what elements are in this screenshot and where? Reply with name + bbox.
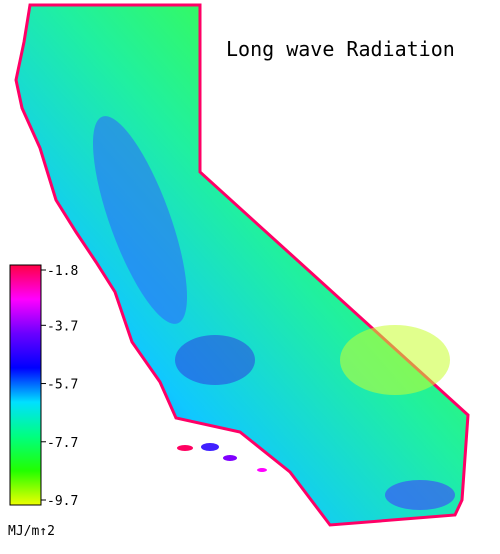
colorbar-tick-label: -7.7 xyxy=(47,436,78,451)
island xyxy=(177,445,193,451)
basin-region xyxy=(175,335,255,385)
island xyxy=(201,443,219,451)
south-region xyxy=(385,480,455,510)
island xyxy=(223,455,237,461)
colorbar xyxy=(9,264,42,506)
california xyxy=(14,3,470,527)
valley-region xyxy=(92,116,188,324)
colorbar-tick-label: -1.8 xyxy=(47,264,78,279)
island xyxy=(257,468,267,472)
colorbar-tick-label: -9.7 xyxy=(47,494,78,509)
colorbar-tick-label: -3.7 xyxy=(47,319,78,334)
colorbar-tick-label: -5.7 xyxy=(47,378,78,393)
state-shape xyxy=(14,3,470,527)
desert-region xyxy=(340,325,450,395)
map-title: Long wave Radiation xyxy=(226,37,455,61)
colorbar-unit: MJ/m↑2 xyxy=(8,524,55,539)
